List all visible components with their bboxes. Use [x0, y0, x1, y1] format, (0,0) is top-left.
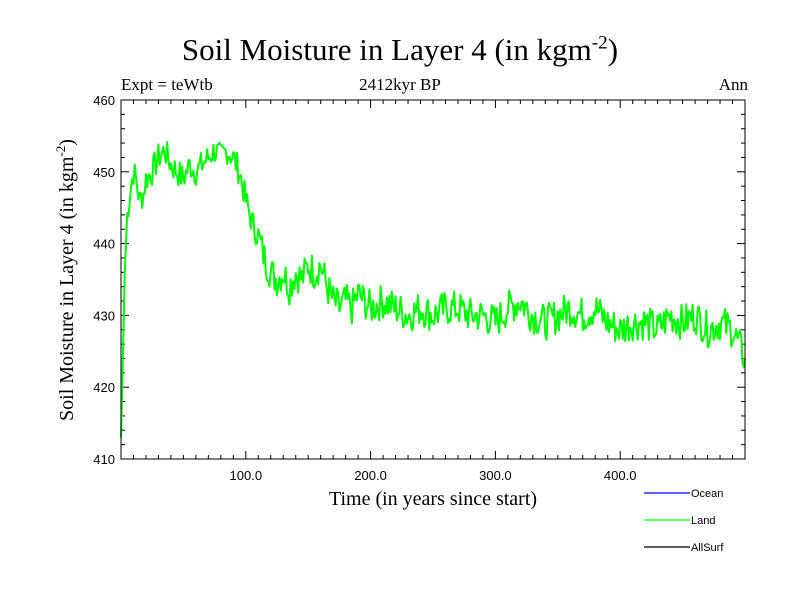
season-label: Ann	[718, 75, 748, 94]
tick-labels: 100.0 200.0 300.0 400.0 410 420 430 440 450 460	[93, 93, 636, 483]
legend: Ocean Land AllSurf	[644, 488, 724, 554]
chart-title: Soil Moisture in Layer 4 (in kgm-2)	[181, 32, 619, 67]
plot-frame	[120, 99, 746, 460]
series-layer	[120, 141, 746, 438]
y-tick-label: 450	[93, 165, 115, 180]
y-tick-label: 420	[93, 380, 115, 395]
y-tick-label: 440	[93, 237, 115, 252]
x-tick-label: 200.0	[354, 468, 387, 483]
y-axis-label: Soil Moisture in Layer 4 (in kgm-2)	[53, 139, 78, 421]
x-tick-label: 300.0	[479, 468, 512, 483]
x-tick-label: 400.0	[604, 468, 637, 483]
y-tick-label: 430	[93, 308, 115, 323]
x-axis-label: Time (in years since start)	[329, 488, 537, 510]
chart-subtitle: 2412kyr BP	[359, 75, 441, 94]
legend-label-land: Land	[691, 515, 715, 527]
y-tick-label: 460	[93, 93, 115, 108]
legend-label-allsurf: AllSurf	[691, 542, 724, 554]
series-line-land	[120, 141, 746, 438]
y-tick-label: 410	[93, 452, 115, 467]
chart-title-superscript: -2	[591, 32, 608, 54]
legend-label-ocean: Ocean	[691, 488, 723, 500]
experiment-label: Expt = teWtb	[121, 75, 213, 94]
x-tick-label: 100.0	[230, 468, 263, 483]
axis-ticks	[121, 100, 745, 459]
